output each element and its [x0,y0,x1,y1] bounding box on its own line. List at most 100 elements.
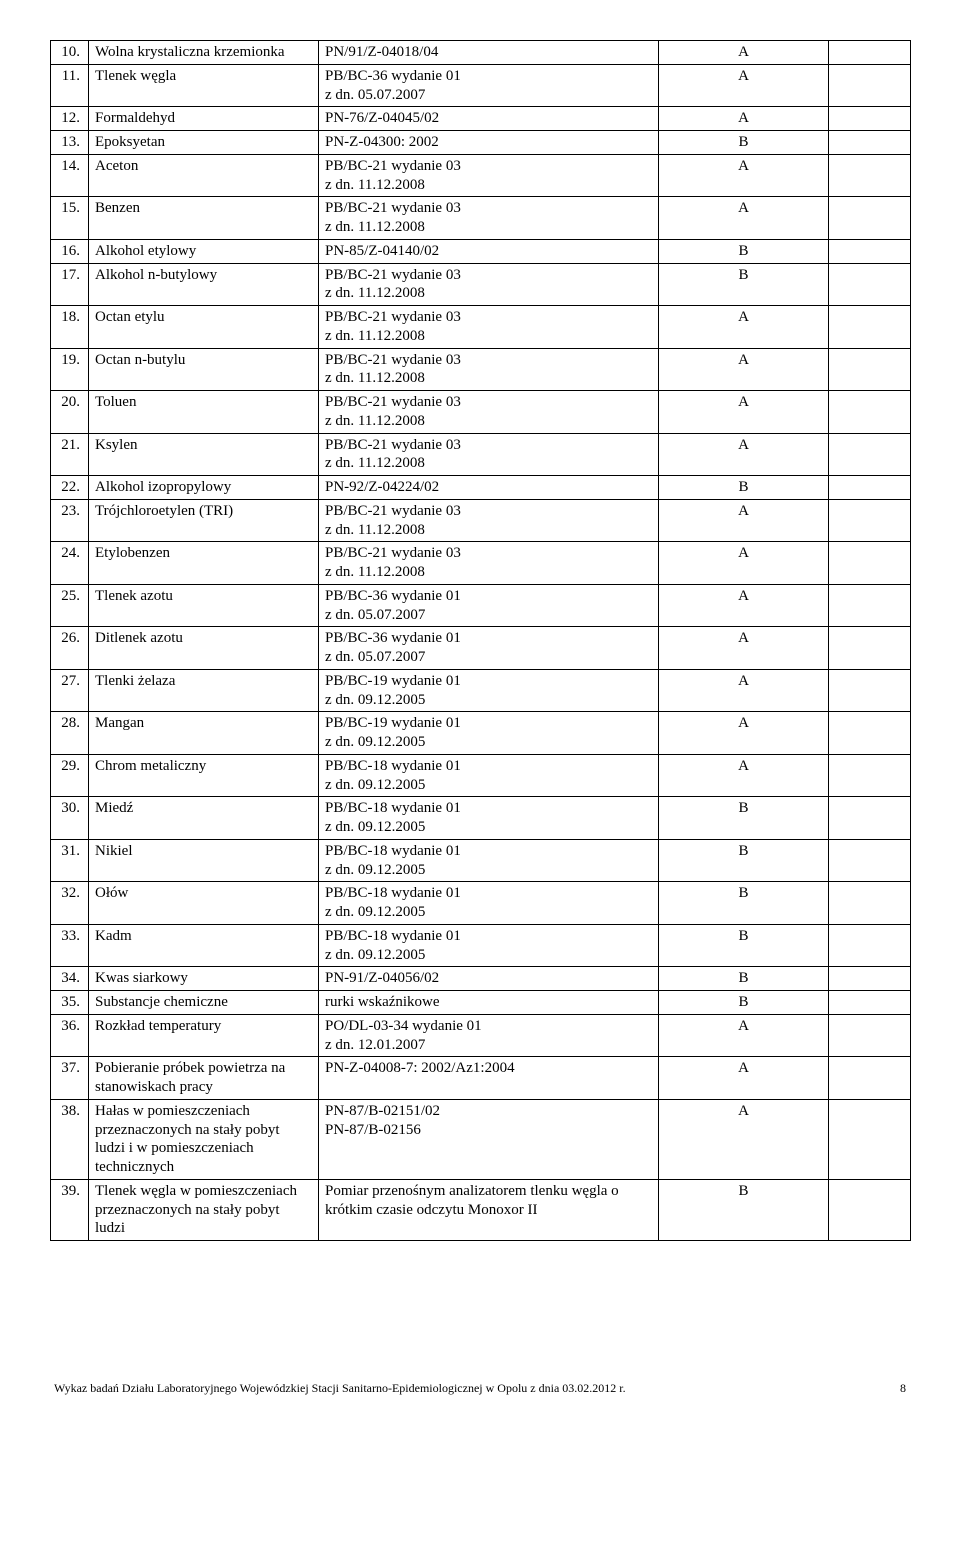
empty-cell [829,627,911,670]
row-number: 33. [51,924,89,967]
substance-name: Alkohol izopropylowy [89,476,319,500]
substance-name: Tlenki żelaza [89,669,319,712]
table-row: 34.Kwas siarkowyPN-91/Z-04056/02B [51,967,911,991]
row-number: 12. [51,107,89,131]
status-flag: A [659,41,829,65]
substance-name: Tlenek azotu [89,584,319,627]
method-reference: PN-92/Z-04224/02 [319,476,659,500]
status-flag: B [659,131,829,155]
substance-name: Kadm [89,924,319,967]
substance-name: Rozkład temperatury [89,1014,319,1057]
row-number: 19. [51,348,89,391]
substance-name: Octan n-butylu [89,348,319,391]
substance-name: Octan etylu [89,306,319,349]
table-row: 32.OłówPB/BC-18 wydanie 01 z dn. 09.12.2… [51,882,911,925]
status-flag: A [659,197,829,240]
table-row: 22.Alkohol izopropylowyPN-92/Z-04224/02B [51,476,911,500]
empty-cell [829,1014,911,1057]
method-reference: PB/BC-21 wydanie 03 z dn. 11.12.2008 [319,263,659,306]
substance-name: Epoksyetan [89,131,319,155]
empty-cell [829,1099,911,1179]
method-reference: PB/BC-21 wydanie 03 z dn. 11.12.2008 [319,433,659,476]
status-flag: A [659,1099,829,1179]
status-flag: A [659,64,829,107]
table-row: 27.Tlenki żelazaPB/BC-19 wydanie 01 z dn… [51,669,911,712]
row-number: 29. [51,754,89,797]
status-flag: A [659,433,829,476]
substance-name: Tlenek węgla w pomieszczeniach przeznacz… [89,1179,319,1240]
method-reference: PB/BC-21 wydanie 03 z dn. 11.12.2008 [319,391,659,434]
row-number: 22. [51,476,89,500]
status-flag: B [659,967,829,991]
row-number: 23. [51,499,89,542]
status-flag: B [659,991,829,1015]
empty-cell [829,754,911,797]
empty-cell [829,433,911,476]
table-row: 36.Rozkład temperaturyPO/DL-03-34 wydani… [51,1014,911,1057]
method-reference: PB/BC-36 wydanie 01 z dn. 05.07.2007 [319,627,659,670]
substance-name: Mangan [89,712,319,755]
empty-cell [829,499,911,542]
table-row: 17.Alkohol n-butylowyPB/BC-21 wydanie 03… [51,263,911,306]
status-flag: A [659,1014,829,1057]
substance-name: Chrom metaliczny [89,754,319,797]
row-number: 31. [51,839,89,882]
status-flag: A [659,348,829,391]
empty-cell [829,991,911,1015]
substance-name: Ołów [89,882,319,925]
substance-name: Miedź [89,797,319,840]
method-reference: PB/BC-36 wydanie 01 z dn. 05.07.2007 [319,64,659,107]
method-reference: PB/BC-21 wydanie 03 z dn. 11.12.2008 [319,154,659,197]
table-row: 18.Octan etyluPB/BC-21 wydanie 03 z dn. … [51,306,911,349]
substance-name: Alkohol etylowy [89,239,319,263]
row-number: 36. [51,1014,89,1057]
table-row: 30.MiedźPB/BC-18 wydanie 01 z dn. 09.12.… [51,797,911,840]
method-reference: PN-76/Z-04045/02 [319,107,659,131]
method-reference: PB/BC-18 wydanie 01 z dn. 09.12.2005 [319,797,659,840]
status-flag: A [659,1057,829,1100]
empty-cell [829,391,911,434]
method-reference: PB/BC-36 wydanie 01 z dn. 05.07.2007 [319,584,659,627]
table-row: 15.BenzenPB/BC-21 wydanie 03 z dn. 11.12… [51,197,911,240]
row-number: 39. [51,1179,89,1240]
status-flag: A [659,107,829,131]
substance-name: Hałas w pomieszczeniach przeznaczonych n… [89,1099,319,1179]
row-number: 14. [51,154,89,197]
method-reference: PN-Z-04300: 2002 [319,131,659,155]
row-number: 20. [51,391,89,434]
empty-cell [829,107,911,131]
row-number: 10. [51,41,89,65]
status-flag: A [659,754,829,797]
empty-cell [829,882,911,925]
substance-name: Substancje chemiczne [89,991,319,1015]
table-row: 28.ManganPB/BC-19 wydanie 01 z dn. 09.12… [51,712,911,755]
empty-cell [829,1057,911,1100]
empty-cell [829,64,911,107]
table-row: 21.KsylenPB/BC-21 wydanie 03 z dn. 11.12… [51,433,911,476]
status-flag: B [659,239,829,263]
empty-cell [829,967,911,991]
status-flag: A [659,154,829,197]
method-reference: PB/BC-21 wydanie 03 z dn. 11.12.2008 [319,197,659,240]
status-flag: A [659,499,829,542]
empty-cell [829,584,911,627]
method-reference: PB/BC-18 wydanie 01 z dn. 09.12.2005 [319,924,659,967]
row-number: 38. [51,1099,89,1179]
empty-cell [829,131,911,155]
status-flag: B [659,882,829,925]
status-flag: B [659,797,829,840]
status-flag: A [659,712,829,755]
row-number: 17. [51,263,89,306]
status-flag: A [659,584,829,627]
method-reference: PB/BC-18 wydanie 01 z dn. 09.12.2005 [319,754,659,797]
status-flag: B [659,476,829,500]
table-row: 14.AcetonPB/BC-21 wydanie 03 z dn. 11.12… [51,154,911,197]
row-number: 34. [51,967,89,991]
method-reference: PB/BC-18 wydanie 01 z dn. 09.12.2005 [319,839,659,882]
table-row: 23.Trójchloroetylen (TRI)PB/BC-21 wydani… [51,499,911,542]
empty-cell [829,348,911,391]
table-row: 25.Tlenek azotuPB/BC-36 wydanie 01 z dn.… [51,584,911,627]
row-number: 21. [51,433,89,476]
method-reference: Pomiar przenośnym analizatorem tlenku wę… [319,1179,659,1240]
method-reference: PB/BC-21 wydanie 03 z dn. 11.12.2008 [319,542,659,585]
